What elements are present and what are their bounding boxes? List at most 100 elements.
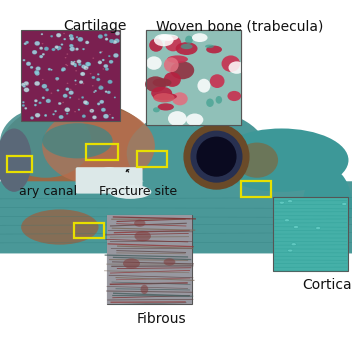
- Ellipse shape: [70, 35, 73, 37]
- Ellipse shape: [42, 107, 155, 185]
- Ellipse shape: [103, 64, 108, 68]
- Ellipse shape: [101, 51, 103, 52]
- Ellipse shape: [288, 200, 293, 203]
- Ellipse shape: [78, 63, 81, 66]
- Ellipse shape: [170, 61, 194, 79]
- Ellipse shape: [100, 100, 104, 104]
- Ellipse shape: [84, 101, 89, 105]
- Ellipse shape: [146, 56, 162, 70]
- Ellipse shape: [42, 84, 47, 88]
- Ellipse shape: [34, 41, 40, 46]
- Ellipse shape: [75, 61, 77, 62]
- Ellipse shape: [94, 90, 97, 92]
- Ellipse shape: [21, 209, 99, 245]
- Ellipse shape: [134, 220, 145, 227]
- Text: Fracture site: Fracture site: [99, 185, 177, 198]
- Text: Cartilage: Cartilage: [63, 19, 127, 33]
- Ellipse shape: [75, 84, 77, 85]
- Ellipse shape: [76, 36, 78, 38]
- Ellipse shape: [57, 46, 61, 50]
- Ellipse shape: [164, 72, 181, 87]
- Ellipse shape: [95, 167, 123, 188]
- Ellipse shape: [70, 37, 74, 40]
- Bar: [146, 30, 241, 125]
- Ellipse shape: [99, 85, 101, 87]
- Ellipse shape: [151, 87, 172, 100]
- Ellipse shape: [172, 92, 188, 105]
- Ellipse shape: [192, 33, 208, 42]
- Ellipse shape: [70, 62, 75, 65]
- FancyBboxPatch shape: [76, 167, 143, 194]
- Ellipse shape: [342, 202, 347, 205]
- Ellipse shape: [65, 88, 69, 91]
- Ellipse shape: [34, 70, 39, 74]
- Ellipse shape: [67, 65, 68, 66]
- Ellipse shape: [86, 62, 91, 66]
- Ellipse shape: [74, 65, 77, 67]
- Ellipse shape: [96, 78, 100, 81]
- Ellipse shape: [22, 104, 25, 107]
- Ellipse shape: [42, 43, 43, 44]
- Ellipse shape: [55, 77, 59, 80]
- Ellipse shape: [154, 34, 174, 46]
- Ellipse shape: [291, 243, 296, 246]
- Ellipse shape: [77, 59, 81, 63]
- Ellipse shape: [107, 91, 111, 94]
- Ellipse shape: [35, 72, 39, 76]
- Ellipse shape: [91, 110, 93, 112]
- Ellipse shape: [0, 100, 155, 199]
- Bar: [137, 151, 167, 167]
- Ellipse shape: [215, 128, 348, 192]
- Ellipse shape: [81, 96, 84, 99]
- Ellipse shape: [69, 97, 71, 99]
- Ellipse shape: [23, 59, 25, 61]
- Ellipse shape: [105, 68, 109, 71]
- Ellipse shape: [109, 185, 151, 199]
- Ellipse shape: [158, 103, 174, 111]
- Ellipse shape: [93, 91, 95, 93]
- Ellipse shape: [63, 38, 66, 40]
- Ellipse shape: [86, 68, 88, 69]
- Ellipse shape: [115, 31, 120, 35]
- Ellipse shape: [45, 114, 47, 116]
- Ellipse shape: [167, 55, 188, 63]
- Ellipse shape: [181, 44, 193, 49]
- Ellipse shape: [78, 37, 83, 42]
- Ellipse shape: [279, 201, 284, 204]
- Ellipse shape: [145, 76, 166, 92]
- Ellipse shape: [109, 114, 111, 115]
- Ellipse shape: [153, 78, 171, 87]
- Ellipse shape: [41, 33, 43, 35]
- Ellipse shape: [74, 61, 75, 62]
- Ellipse shape: [25, 41, 29, 44]
- Ellipse shape: [30, 117, 34, 119]
- Ellipse shape: [55, 45, 59, 49]
- Bar: [74, 223, 104, 238]
- Ellipse shape: [74, 49, 76, 50]
- Ellipse shape: [140, 285, 148, 294]
- Ellipse shape: [0, 107, 92, 178]
- Ellipse shape: [153, 93, 175, 102]
- Ellipse shape: [24, 88, 29, 92]
- Ellipse shape: [57, 89, 59, 92]
- Ellipse shape: [99, 60, 100, 61]
- Ellipse shape: [25, 107, 27, 109]
- Ellipse shape: [153, 107, 160, 112]
- Ellipse shape: [164, 258, 175, 266]
- Ellipse shape: [97, 74, 99, 75]
- Bar: [86, 144, 118, 160]
- Ellipse shape: [70, 89, 71, 90]
- Bar: [273, 197, 348, 271]
- Ellipse shape: [176, 42, 197, 55]
- Ellipse shape: [98, 61, 102, 64]
- Ellipse shape: [185, 36, 193, 44]
- Ellipse shape: [42, 79, 44, 80]
- Ellipse shape: [44, 114, 47, 117]
- Ellipse shape: [85, 41, 89, 44]
- Ellipse shape: [0, 128, 32, 192]
- Ellipse shape: [93, 57, 94, 59]
- Ellipse shape: [215, 96, 222, 104]
- Ellipse shape: [42, 96, 45, 99]
- Ellipse shape: [92, 115, 96, 119]
- Ellipse shape: [90, 109, 94, 113]
